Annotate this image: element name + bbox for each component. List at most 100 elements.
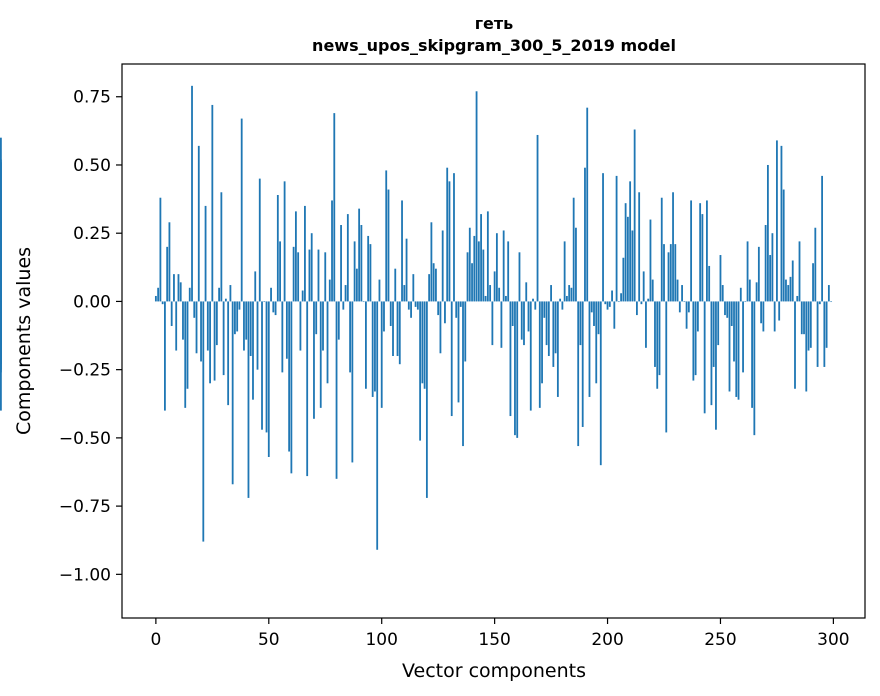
bar xyxy=(746,241,749,302)
bar xyxy=(615,175,618,302)
bar xyxy=(742,301,744,373)
bar xyxy=(453,173,455,302)
bar xyxy=(649,219,652,302)
bar xyxy=(285,301,288,359)
bar xyxy=(401,200,403,302)
plot-area-frame xyxy=(121,63,866,619)
bar xyxy=(726,301,729,318)
bar xyxy=(733,301,735,362)
bar xyxy=(764,225,767,302)
bar xyxy=(387,189,390,302)
bar xyxy=(227,301,230,406)
chart-subtitle: news_upos_skipgram_300_5_2019 model xyxy=(312,36,676,55)
bar xyxy=(459,301,462,307)
x-axis-ticks: 0 50 100 150 200 250 300 xyxy=(150,618,850,650)
bar xyxy=(464,301,467,362)
bar xyxy=(486,211,489,302)
bar xyxy=(500,301,503,348)
bar xyxy=(656,301,659,389)
bar xyxy=(629,181,632,302)
bar xyxy=(290,301,293,474)
bar xyxy=(493,271,496,302)
bar xyxy=(157,287,160,302)
bar xyxy=(398,301,401,365)
bar xyxy=(333,113,336,302)
bar xyxy=(701,214,704,302)
bar xyxy=(575,227,577,302)
bar xyxy=(448,181,451,302)
bar xyxy=(482,249,485,302)
y-axis-ticks: 0.75 0.50 0.25 0.00 −0.25 −0.50 −0.75 −1.00 xyxy=(59,88,122,585)
bar xyxy=(687,301,690,313)
bar xyxy=(724,301,726,316)
bar xyxy=(376,301,379,550)
bar xyxy=(760,301,763,324)
bar xyxy=(215,301,218,346)
y-tick-label: 0.50 xyxy=(73,156,111,176)
bar xyxy=(556,301,559,397)
bar xyxy=(776,140,778,302)
bar xyxy=(527,301,530,332)
bar xyxy=(430,222,433,302)
bar xyxy=(457,301,460,403)
bar xyxy=(281,301,284,373)
bar xyxy=(805,301,808,392)
bar xyxy=(365,301,367,389)
bar xyxy=(335,301,338,479)
y-axis-label: Components values xyxy=(13,247,35,435)
bar xyxy=(807,301,810,351)
bar xyxy=(534,301,537,310)
bar xyxy=(256,301,259,370)
bar xyxy=(532,298,534,302)
bar xyxy=(821,175,823,302)
bar xyxy=(818,301,821,305)
bar xyxy=(161,301,164,305)
bar xyxy=(421,301,424,384)
bar xyxy=(622,257,625,302)
bar xyxy=(473,235,476,302)
bar xyxy=(450,301,453,417)
bar xyxy=(396,301,399,357)
bar xyxy=(184,301,187,408)
y-tick-label: −0.25 xyxy=(59,361,111,381)
bar xyxy=(380,301,383,408)
bars-group xyxy=(0,85,833,550)
bar xyxy=(665,301,668,433)
chart-title: геть xyxy=(475,14,514,33)
bar xyxy=(319,301,322,408)
bar xyxy=(317,249,320,302)
bar xyxy=(595,301,598,384)
bar xyxy=(328,279,331,302)
bar xyxy=(432,263,435,302)
bar xyxy=(240,118,243,302)
bar xyxy=(439,301,442,354)
bar xyxy=(593,301,595,326)
bar xyxy=(529,301,532,411)
bar xyxy=(425,301,428,498)
bar xyxy=(383,301,385,332)
bar xyxy=(236,301,239,332)
bar xyxy=(559,298,562,302)
bar xyxy=(213,301,216,381)
bar xyxy=(730,301,733,326)
bar xyxy=(710,301,713,406)
bar xyxy=(168,222,171,302)
bar xyxy=(175,301,178,351)
bar xyxy=(611,290,613,302)
bar xyxy=(787,285,790,302)
bar xyxy=(342,301,345,310)
bar xyxy=(748,279,751,302)
bar xyxy=(164,301,166,411)
bar xyxy=(279,241,281,302)
bar xyxy=(814,227,817,302)
bar xyxy=(446,167,449,302)
bar xyxy=(744,301,747,303)
bar xyxy=(186,301,189,389)
bar xyxy=(717,301,720,346)
bar xyxy=(414,301,417,307)
bar xyxy=(367,235,370,302)
bar xyxy=(640,301,643,305)
bar xyxy=(234,301,236,335)
bar xyxy=(412,274,415,302)
bar xyxy=(778,301,781,321)
